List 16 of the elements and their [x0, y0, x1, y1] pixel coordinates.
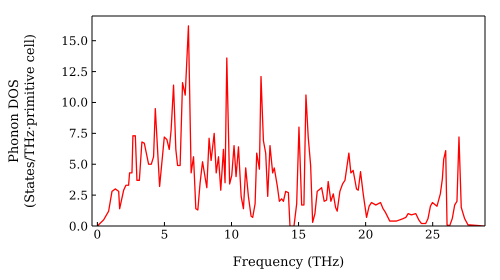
x-tick-label: 20 [358, 228, 374, 242]
y-tick-label: 12.5 [61, 64, 88, 79]
y-tick-label: 7.5 [68, 126, 88, 141]
y-tick-label: 5.0 [68, 157, 88, 172]
x-tick-label: 25 [425, 228, 440, 242]
line-series [96, 25, 485, 226]
y-tick-label: 10.0 [61, 96, 88, 110]
y-tick-label: 0.0 [68, 219, 88, 234]
y-tick-label: 2.5 [68, 188, 88, 202]
x-axis-title: Frequency (THz) [232, 255, 344, 270]
y-axis-title: Phonon DOS (States/THz·primitive cell) [7, 34, 38, 208]
y-tick-label: 15.0 [61, 34, 88, 48]
x-tick-label: 0 [94, 228, 102, 242]
x-tick-label: 15 [290, 228, 306, 242]
x-tick-label: 5 [160, 228, 168, 242]
x-tick-label: 10 [224, 228, 240, 242]
